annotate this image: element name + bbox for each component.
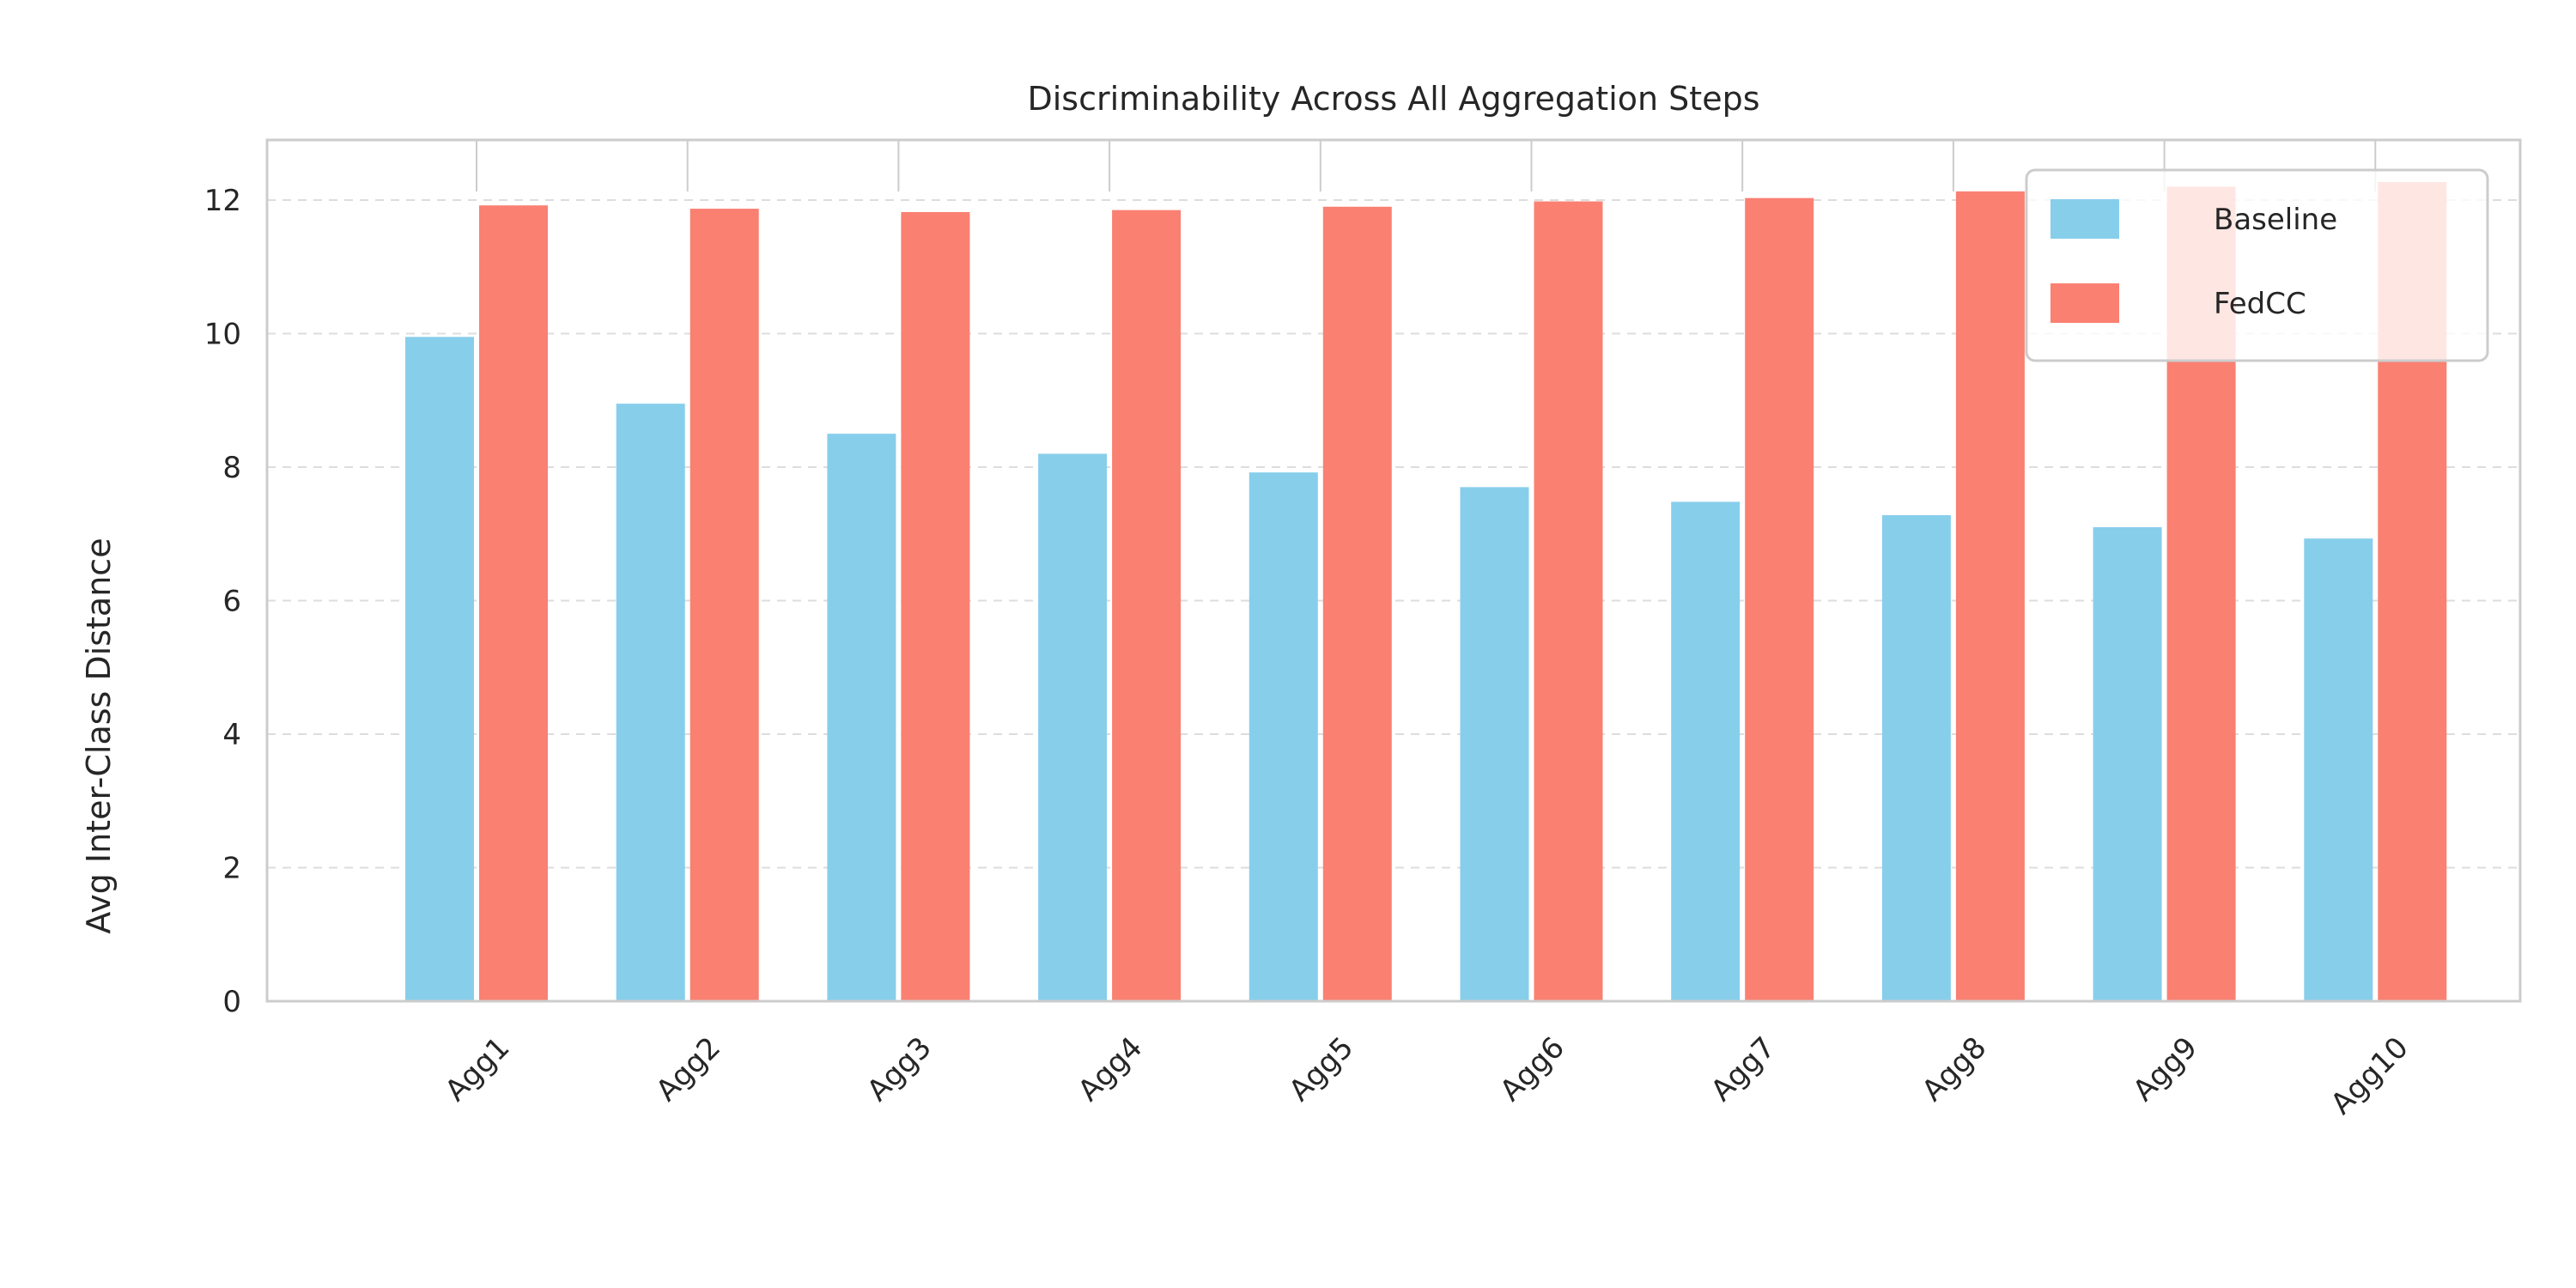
y-tick-label: 0 (222, 985, 241, 1019)
chart-title: Discriminability Across All Aggregation … (1027, 80, 1759, 118)
plot-frame (265, 138, 2522, 1003)
legend-box (2025, 168, 2489, 362)
bar-fedcc-agg6 (1534, 201, 1603, 1001)
y-tick-label: 12 (204, 184, 241, 218)
bar-fedcc-agg3 (901, 211, 970, 1001)
bar-fedcc-agg7 (1745, 197, 1814, 1002)
y-axis-label: Avg Inter-Class Distance (80, 538, 118, 933)
y-tick-label: 2 (222, 851, 241, 885)
bar-baseline-agg4 (1038, 453, 1108, 1001)
bar-fedcc-agg1 (479, 205, 548, 1001)
y-tick-label: 8 (222, 451, 241, 485)
y-tick-label: 4 (222, 718, 241, 752)
bar-baseline-agg6 (1460, 487, 1529, 1001)
legend-swatch-fedcc (2050, 283, 2119, 323)
y-tick-label: 6 (222, 584, 241, 618)
bar-baseline-agg10 (2304, 538, 2373, 1001)
legend: Baseline FedCC (2025, 168, 2489, 362)
legend-swatch-baseline (2050, 199, 2119, 239)
legend-label-baseline: Baseline (2214, 203, 2337, 237)
bar-baseline-agg9 (2093, 526, 2162, 1001)
bar-baseline-agg3 (827, 434, 896, 1001)
bar-baseline-agg7 (1671, 501, 1741, 1001)
y-axis-ticks: 0 2 4 6 8 10 12 (204, 184, 241, 1019)
bar-baseline-agg2 (616, 404, 685, 1002)
y-tick-label: 10 (204, 317, 241, 351)
bar-baseline-agg5 (1249, 472, 1318, 1001)
bar-baseline-agg8 (1881, 514, 1951, 1001)
bar-fedcc-agg5 (1322, 206, 1392, 1001)
bar-fedcc-agg8 (1955, 191, 2025, 1001)
bar-fedcc-agg4 (1112, 210, 1182, 1002)
bar-baseline-agg1 (405, 337, 474, 1001)
legend-label-fedcc: FedCC (2214, 287, 2306, 321)
bar-fedcc-agg2 (690, 209, 759, 1002)
